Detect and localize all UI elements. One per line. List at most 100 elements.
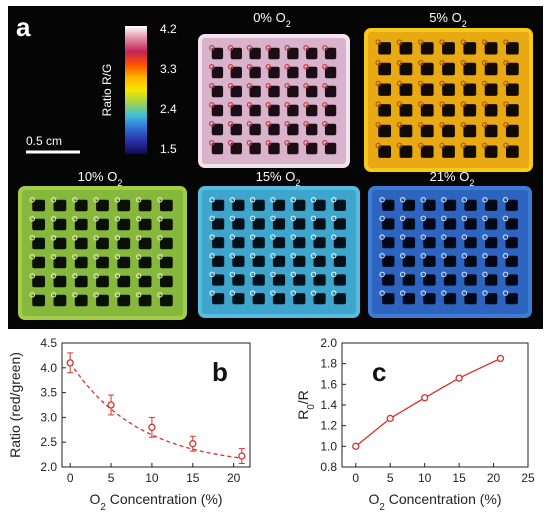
data-point <box>496 354 505 363</box>
scaffold-pore <box>382 274 395 286</box>
scaffold-pore <box>442 124 455 138</box>
panel-a: a 4.2 3.3 2.4 1.5 Ratio R/G 0.5 cm 0% O2 5% O2 10… <box>8 6 543 329</box>
scaffold-pore <box>313 199 326 211</box>
scaffold-pore <box>211 142 224 155</box>
fit-curve <box>69 362 242 459</box>
cell-spot <box>157 197 163 203</box>
scaffold-pore <box>505 237 518 249</box>
cell-spot <box>227 121 234 127</box>
data-point <box>66 359 74 367</box>
cell-spot <box>502 290 509 296</box>
colorbar-label: Ratio R/G <box>100 64 114 117</box>
cell-spot <box>29 197 36 203</box>
scaffold-pore <box>230 47 242 60</box>
scaffold-pore <box>287 142 299 155</box>
scaffold-pore <box>463 83 477 96</box>
cell-spot <box>502 234 509 240</box>
scaffold-pore <box>117 199 131 212</box>
cell-spot <box>441 196 447 203</box>
data-point <box>148 423 156 431</box>
cell-spot <box>93 235 99 241</box>
cell-spot <box>157 216 163 222</box>
cell-spot <box>290 290 297 296</box>
scaffold-pore <box>230 66 242 79</box>
scaffold-pore <box>399 83 413 96</box>
scaffold-pore <box>313 293 326 305</box>
cell-spot <box>502 215 509 222</box>
scaffold-pore <box>333 274 346 286</box>
cell-spot <box>290 215 297 222</box>
cell-spot <box>229 290 236 296</box>
y-tick-label: 4.0 <box>40 361 57 375</box>
scaffold-pore <box>138 237 152 250</box>
scaffold-pore <box>249 47 261 60</box>
x-tick-label: 20 <box>227 471 241 485</box>
cell-spot <box>303 63 309 70</box>
scaffold-pore <box>268 47 280 60</box>
scaffold-pore <box>378 104 392 117</box>
scaffold-pore <box>484 104 498 117</box>
cell-spot <box>29 291 36 298</box>
cell-spot <box>461 271 468 278</box>
cell-spot <box>481 80 488 87</box>
cell-spot <box>322 121 328 127</box>
scaffold-pore <box>423 255 436 267</box>
scaffold-pore <box>32 199 46 212</box>
scaffold-pore <box>378 145 392 158</box>
scaffold-pore <box>464 237 477 249</box>
cell-spot <box>157 254 163 260</box>
scaffold-pore <box>138 218 152 231</box>
cell-spot <box>375 59 382 66</box>
scaffold-pore <box>484 42 498 55</box>
cell-spot <box>229 271 236 278</box>
colorbar <box>125 26 147 154</box>
x-axis-label: O2 Concentration (%) <box>89 491 222 513</box>
scaffold-pore <box>505 104 519 117</box>
scaffold-pore <box>211 104 224 117</box>
scaffold-pore <box>505 83 519 96</box>
scaffold-pore <box>232 255 245 267</box>
data-point <box>386 414 394 423</box>
scaffold-pore <box>423 218 436 230</box>
scaffold-pore <box>399 145 413 158</box>
scaffold-pore <box>212 218 225 230</box>
scaffold-pore <box>287 104 299 117</box>
scaffold-pore <box>268 66 280 79</box>
cell-spot <box>135 291 142 298</box>
y-tick-label: 2.0 <box>320 336 337 350</box>
scaffold-pore <box>484 145 498 158</box>
scaffold-pore <box>306 66 318 79</box>
scaffold-pore <box>442 145 455 158</box>
scaffold-pore <box>53 237 67 250</box>
scaffold-pore <box>268 123 280 136</box>
cell-spot <box>229 252 236 259</box>
cell-spot <box>265 121 272 127</box>
cell-spot <box>209 234 215 240</box>
scaffold-pore <box>74 294 88 307</box>
scaffold-pore <box>268 142 280 155</box>
scaffold-pore <box>232 237 245 249</box>
scaffold-pore <box>293 274 306 286</box>
cell-spot <box>379 252 385 259</box>
cell-spot <box>461 196 468 203</box>
scaffold-pore <box>382 293 395 305</box>
scaffold-pore <box>505 274 518 286</box>
cell-spot <box>284 83 291 89</box>
cell-spot <box>482 252 488 259</box>
cell-spot <box>418 101 424 107</box>
cell-spot <box>439 101 445 107</box>
scaffold-pore <box>402 255 416 267</box>
scaffold-pore <box>484 237 498 249</box>
scaffold-pore <box>96 237 109 250</box>
scaffold-pore <box>74 237 88 250</box>
scaffold-pore <box>232 274 245 286</box>
panel-letter: c <box>372 357 386 387</box>
cell-spot <box>290 234 297 240</box>
scaffold-pore <box>74 199 88 212</box>
cell-spot <box>135 216 142 222</box>
scaffold-pore <box>211 123 224 136</box>
cell-spot <box>50 291 57 298</box>
scaffold-pore <box>382 255 395 267</box>
data-point <box>238 452 246 460</box>
scaffold-pore <box>138 294 152 307</box>
